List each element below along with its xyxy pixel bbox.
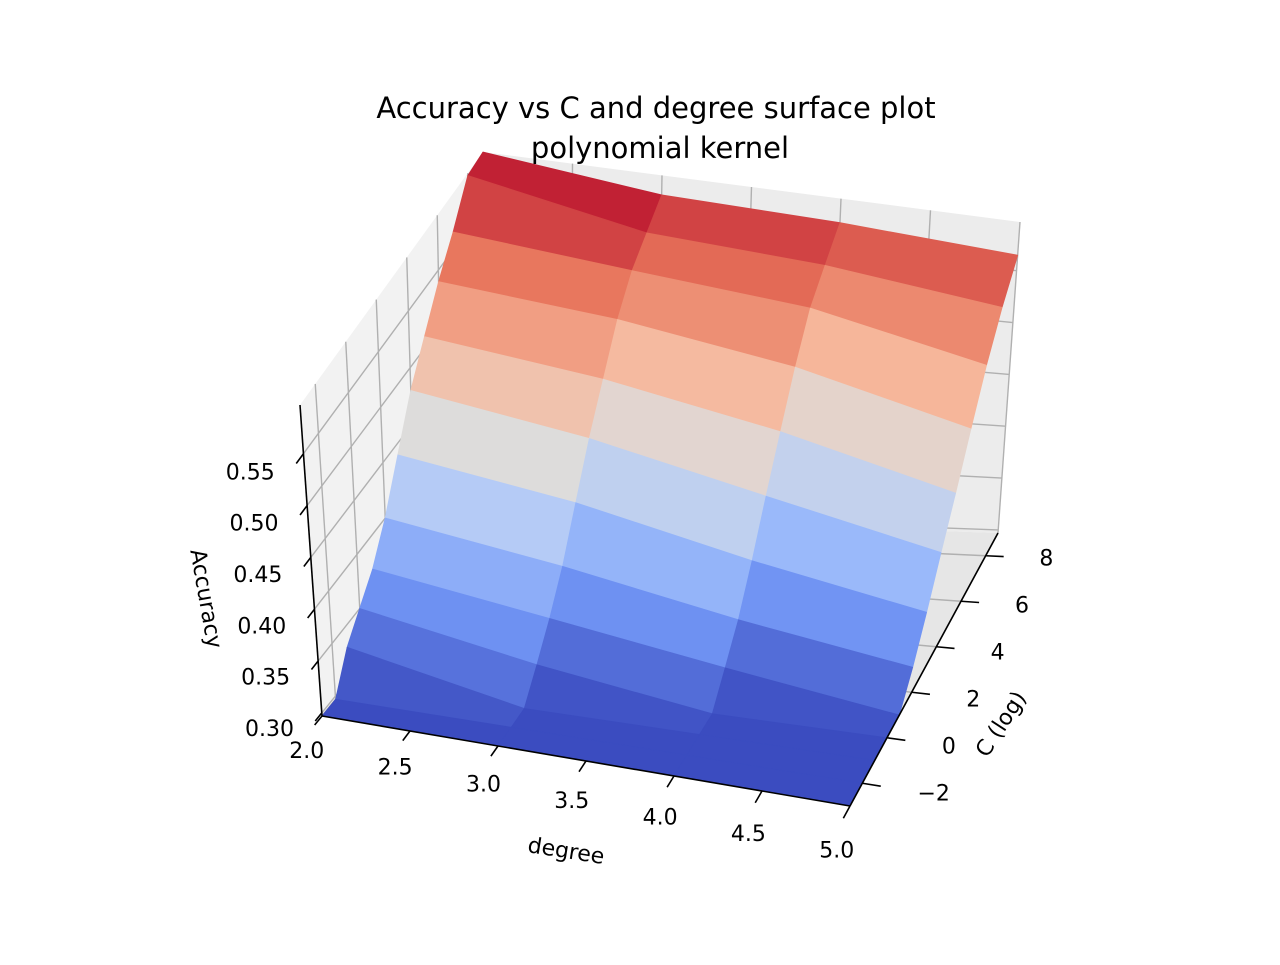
y-tick-mark	[960, 600, 980, 604]
x-tick-label: 3.5	[554, 789, 589, 814]
z-tick-label: 0.30	[245, 717, 294, 742]
axis-lines	[295, 404, 1004, 819]
x-tick-label: 2.0	[289, 739, 324, 764]
x-tick-label: 3.0	[466, 772, 501, 797]
z-tick-mark	[295, 453, 305, 464]
x-tick-label: 5.0	[819, 839, 854, 864]
x-tick-mark	[842, 805, 851, 819]
grid-back-x	[997, 221, 1021, 534]
y-tick-label: 0	[942, 734, 956, 759]
y-tick-mark	[911, 691, 931, 696]
y-tick-label: 4	[991, 641, 1005, 666]
x-tick-mark	[754, 790, 763, 804]
y-tick-mark	[936, 645, 955, 650]
z-tick-label: 0.45	[233, 563, 282, 588]
x-tick-label: 2.5	[378, 756, 413, 781]
z-axis-label: Accuracy	[184, 547, 226, 650]
x-tick-mark	[578, 760, 587, 773]
grid-left-y	[314, 383, 337, 700]
x-tick-label: 4.5	[731, 822, 766, 847]
surface-mesh	[321, 151, 1019, 807]
x-axis-label: degree	[526, 833, 606, 870]
z-tick-mark	[314, 712, 323, 722]
z-axis-line	[299, 404, 323, 717]
chart-title: Accuracy vs C and degree surface plot	[376, 91, 935, 125]
z-tick-mark	[310, 660, 319, 670]
x-tick-mark	[314, 715, 323, 726]
y-tick-mark	[862, 782, 881, 787]
chart-subtitle: polynomial kernel	[531, 131, 789, 165]
y-tick-label: 8	[1039, 547, 1053, 572]
y-tick-label: −2	[918, 781, 950, 806]
y-tick-label: 2	[966, 687, 980, 712]
y-tick-label: 6	[1015, 594, 1029, 619]
z-tick-mark	[307, 608, 316, 619]
z-tick-label: 0.55	[226, 460, 275, 485]
x-tick-mark	[666, 775, 675, 788]
z-tick-label: 0.40	[237, 614, 286, 639]
x-tick-mark	[402, 730, 411, 742]
x-tick-mark	[490, 745, 499, 757]
z-tick-label: 0.50	[230, 512, 279, 537]
z-tick-mark	[299, 505, 308, 516]
y-tick-mark	[886, 736, 906, 742]
y-tick-mark	[985, 554, 1004, 558]
z-tick-label: 0.35	[241, 666, 290, 691]
z-tick-mark	[303, 556, 312, 567]
y-axis-line	[849, 532, 999, 807]
x-tick-label: 4.0	[643, 805, 678, 830]
